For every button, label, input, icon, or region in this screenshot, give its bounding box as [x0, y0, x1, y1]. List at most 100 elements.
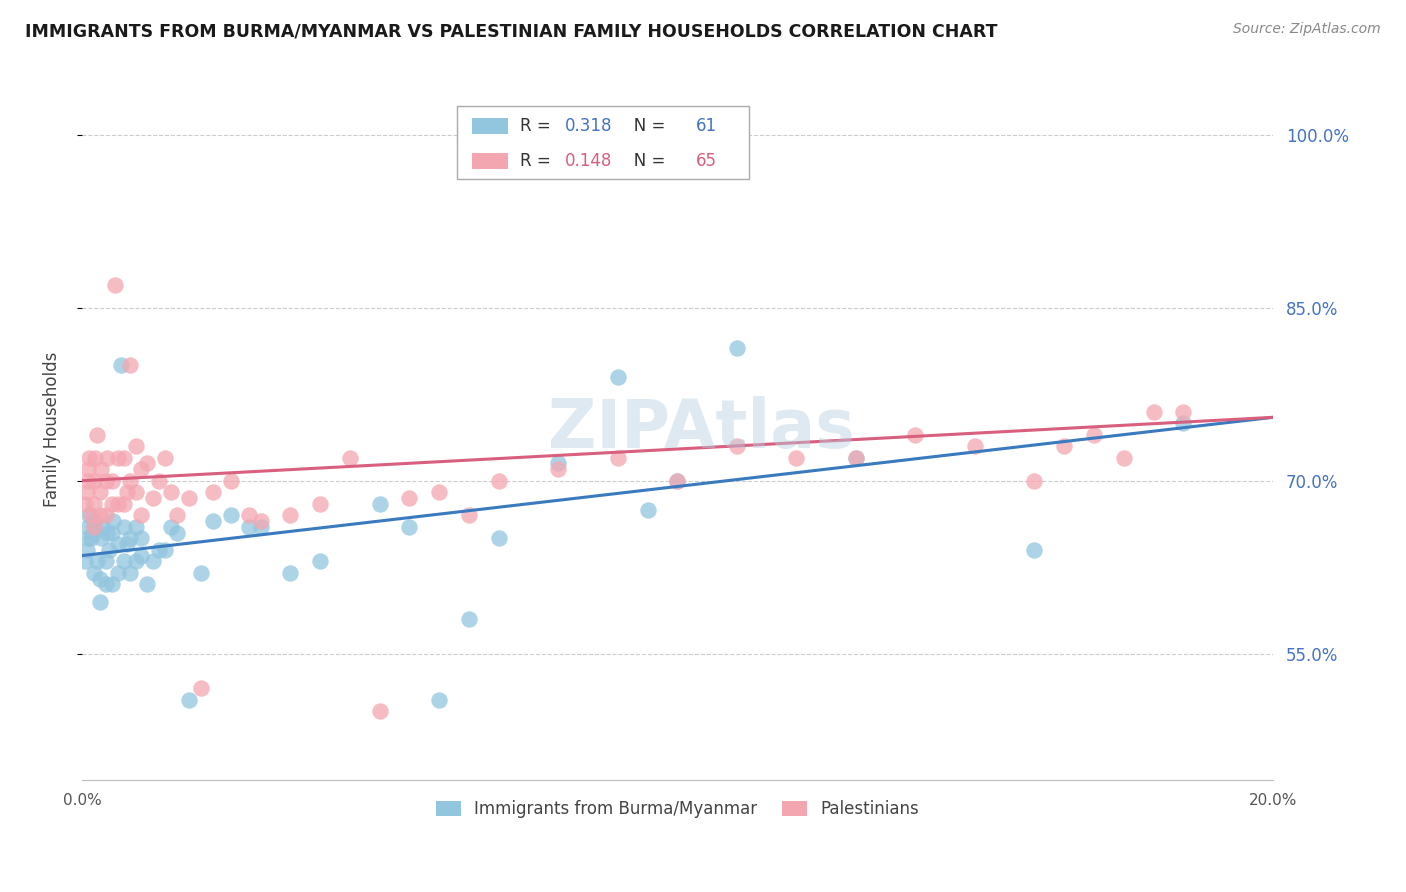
Point	[725, 341, 748, 355]
Point	[107, 497, 129, 511]
Point	[1173, 404, 1195, 418]
Point	[124, 554, 146, 568]
Point	[80, 508, 103, 523]
Point	[83, 520, 105, 534]
Point	[427, 485, 450, 500]
Point	[785, 450, 807, 465]
Point	[82, 525, 104, 540]
Point	[112, 450, 135, 465]
Point	[458, 508, 481, 523]
FancyBboxPatch shape	[472, 119, 508, 134]
Point	[96, 450, 118, 465]
Point	[94, 577, 117, 591]
Point	[148, 474, 170, 488]
Point	[190, 566, 212, 580]
Point	[96, 525, 118, 540]
Point	[160, 520, 183, 534]
Point	[89, 485, 111, 500]
Point	[83, 566, 105, 580]
Point	[118, 532, 141, 546]
Point	[76, 542, 98, 557]
Point	[398, 491, 420, 505]
Point	[124, 485, 146, 500]
Y-axis label: Family Households: Family Households	[44, 351, 60, 507]
Point	[118, 359, 141, 373]
Text: Source: ZipAtlas.com: Source: ZipAtlas.com	[1233, 22, 1381, 37]
Point	[1142, 404, 1164, 418]
Point	[73, 554, 96, 568]
Point	[118, 474, 141, 488]
Point	[91, 520, 114, 534]
Point	[309, 554, 332, 568]
Point	[94, 508, 117, 523]
Point	[110, 359, 132, 373]
Point	[155, 450, 177, 465]
Point	[190, 681, 212, 695]
Point	[112, 520, 135, 534]
Point	[131, 532, 153, 546]
Point	[606, 450, 628, 465]
Text: ZIPAtlas: ZIPAtlas	[548, 396, 855, 462]
Text: 65: 65	[696, 152, 717, 169]
Point	[77, 508, 100, 523]
Point	[488, 532, 510, 546]
Point	[89, 508, 111, 523]
Point	[115, 537, 138, 551]
Point	[136, 577, 159, 591]
Point	[77, 450, 100, 465]
Point	[77, 462, 100, 476]
Point	[142, 491, 165, 505]
Point	[89, 595, 111, 609]
Text: 61: 61	[696, 117, 717, 136]
Point	[238, 520, 260, 534]
Point	[278, 566, 301, 580]
Point	[339, 450, 361, 465]
Point	[725, 439, 748, 453]
Point	[160, 485, 183, 500]
Text: 0.148: 0.148	[565, 152, 613, 169]
Point	[118, 566, 141, 580]
Point	[107, 450, 129, 465]
Point	[148, 542, 170, 557]
Point	[1053, 439, 1076, 453]
Point	[76, 485, 98, 500]
Point	[904, 427, 927, 442]
Point	[219, 474, 242, 488]
Point	[309, 497, 332, 511]
FancyBboxPatch shape	[457, 105, 749, 179]
Point	[136, 457, 159, 471]
Point	[637, 502, 659, 516]
Point	[368, 704, 391, 718]
Point	[427, 692, 450, 706]
Point	[131, 549, 153, 563]
Point	[100, 474, 122, 488]
Point	[73, 497, 96, 511]
Point	[124, 520, 146, 534]
Point	[94, 554, 117, 568]
Legend: Immigrants from Burma/Myanmar, Palestinians: Immigrants from Burma/Myanmar, Palestini…	[429, 793, 925, 825]
Point	[179, 692, 201, 706]
Text: R =: R =	[520, 117, 557, 136]
Text: 0.318: 0.318	[565, 117, 613, 136]
Point	[606, 370, 628, 384]
Point	[166, 508, 188, 523]
Point	[100, 525, 122, 540]
Point	[155, 542, 177, 557]
Point	[398, 520, 420, 534]
Point	[77, 474, 100, 488]
Point	[201, 485, 224, 500]
Point	[131, 508, 153, 523]
Point	[80, 532, 103, 546]
Point	[166, 525, 188, 540]
Point	[368, 497, 391, 511]
Point	[124, 439, 146, 453]
Point	[458, 612, 481, 626]
Point	[547, 462, 569, 476]
Point	[666, 474, 689, 488]
Point	[1024, 474, 1046, 488]
Text: N =: N =	[617, 117, 671, 136]
Point	[278, 508, 301, 523]
Point	[90, 462, 112, 476]
Point	[101, 514, 124, 528]
FancyBboxPatch shape	[472, 153, 508, 169]
